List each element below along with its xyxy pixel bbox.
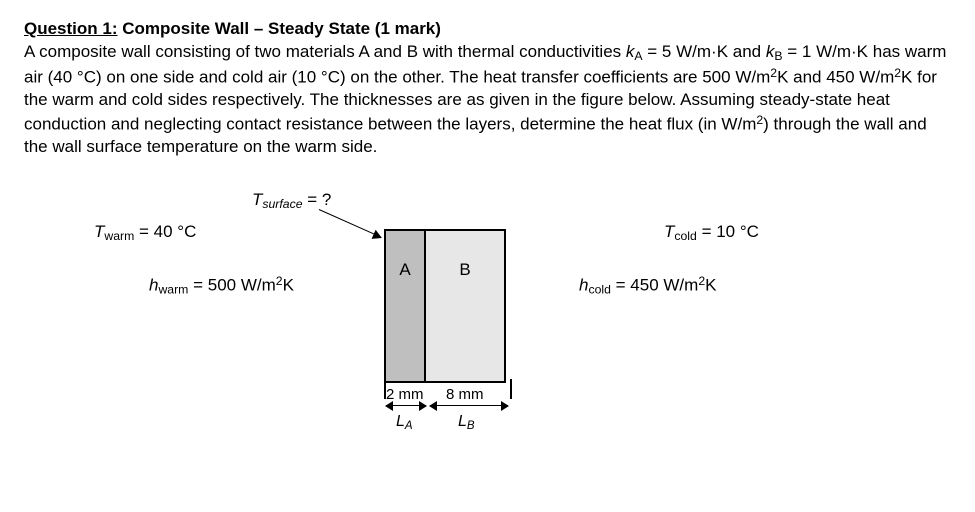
lb-label: LB: [458, 411, 475, 434]
layer-b: B: [426, 231, 506, 381]
lb-value: 8 mm: [446, 385, 484, 405]
t-surface-arrow: [319, 209, 382, 238]
la-label: LA: [396, 411, 413, 434]
question-label: Question 1:: [24, 19, 118, 38]
question-body: A composite wall consisting of two mater…: [24, 41, 951, 159]
h-warm-label: hwarm = 500 W/m2K: [149, 273, 294, 298]
composite-wall: A B: [384, 229, 506, 383]
diagram: Tsurface = ? Twarm = 40 °C hwarm = 500 W…: [24, 189, 924, 479]
t-warm-label: Twarm = 40 °C: [94, 221, 196, 245]
dim-tick: [510, 379, 512, 399]
lb-arrow: [430, 405, 508, 406]
question-block: Question 1: Composite Wall – Steady Stat…: [24, 18, 951, 159]
question-title: Question 1: Composite Wall – Steady Stat…: [24, 18, 951, 41]
h-cold-label: hcold = 450 W/m2K: [579, 273, 716, 298]
layer-a: A: [384, 231, 426, 381]
question-title-rest: Composite Wall – Steady State (1 mark): [118, 19, 441, 38]
t-cold-label: Tcold = 10 °C: [664, 221, 759, 245]
